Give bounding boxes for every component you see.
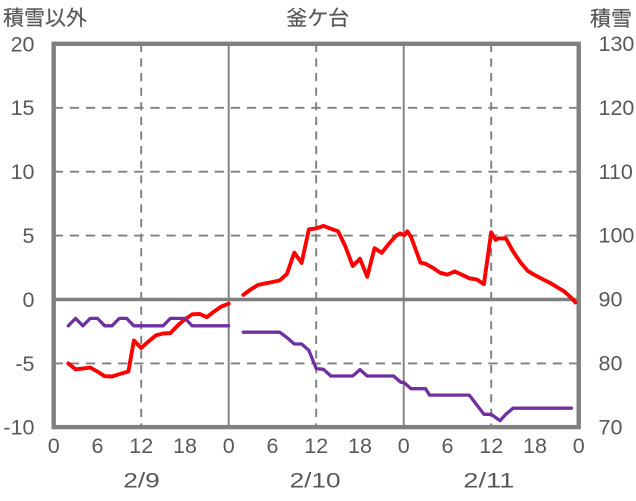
svg-text:-5: -5 (15, 352, 34, 376)
svg-text:0: 0 (398, 434, 410, 458)
svg-text:90: 90 (599, 288, 623, 312)
svg-text:120: 120 (599, 96, 635, 120)
svg-text:100: 100 (599, 224, 635, 248)
svg-text:18: 18 (523, 434, 547, 458)
svg-text:110: 110 (599, 160, 633, 184)
svg-text:6: 6 (442, 434, 454, 458)
svg-text:20: 20 (11, 32, 35, 56)
svg-text:80: 80 (599, 352, 623, 376)
svg-text:2/11: 2/11 (463, 469, 514, 493)
svg-text:12: 12 (304, 434, 328, 458)
svg-text:10: 10 (11, 160, 35, 184)
svg-text:0: 0 (573, 434, 585, 458)
svg-text:70: 70 (599, 416, 623, 440)
svg-text:6: 6 (92, 434, 104, 458)
svg-text:15: 15 (11, 96, 35, 120)
svg-text:0: 0 (23, 288, 35, 312)
svg-text:6: 6 (267, 434, 279, 458)
svg-text:2/9: 2/9 (123, 469, 160, 493)
svg-text:130: 130 (599, 32, 635, 56)
svg-text:-10: -10 (3, 416, 34, 440)
svg-text:18: 18 (348, 434, 372, 458)
svg-text:2/10: 2/10 (290, 469, 341, 493)
svg-text:12: 12 (479, 434, 503, 458)
svg-text:0: 0 (223, 434, 235, 458)
svg-text:12: 12 (129, 434, 153, 458)
svg-text:0: 0 (48, 434, 60, 458)
svg-text:18: 18 (173, 434, 197, 458)
svg-text:5: 5 (23, 224, 35, 248)
